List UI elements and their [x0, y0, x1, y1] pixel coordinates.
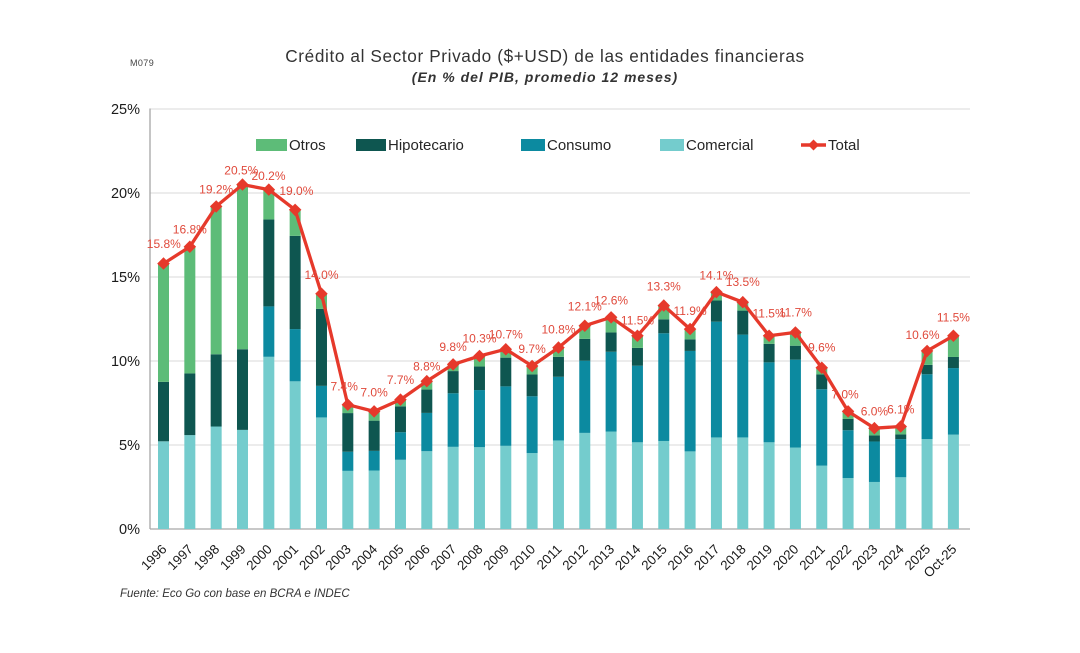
svg-text:12.1%: 12.1% — [568, 299, 602, 313]
svg-text:2000: 2000 — [243, 542, 275, 574]
svg-text:11.5%: 11.5% — [937, 311, 970, 325]
svg-text:Otros: Otros — [289, 137, 326, 154]
svg-text:Consumo: Consumo — [547, 137, 611, 154]
svg-text:1997: 1997 — [164, 542, 196, 574]
svg-text:2010: 2010 — [507, 542, 539, 574]
svg-text:Comercial: Comercial — [686, 137, 754, 154]
svg-text:20.2%: 20.2% — [251, 169, 285, 183]
svg-text:2017: 2017 — [691, 542, 723, 574]
svg-text:10.6%: 10.6% — [905, 328, 939, 342]
svg-text:2018: 2018 — [717, 542, 749, 574]
svg-text:2004: 2004 — [349, 542, 381, 574]
svg-text:19.2%: 19.2% — [199, 183, 233, 197]
svg-text:10.7%: 10.7% — [489, 327, 523, 341]
svg-text:9.7%: 9.7% — [518, 342, 546, 356]
svg-text:Hipotecario: Hipotecario — [388, 137, 464, 154]
svg-text:2021: 2021 — [796, 542, 828, 574]
svg-text:1999: 1999 — [217, 542, 249, 574]
svg-text:7.7%: 7.7% — [387, 373, 415, 387]
svg-text:2023: 2023 — [849, 542, 881, 574]
svg-text:14.0%: 14.0% — [304, 268, 338, 282]
svg-text:2007: 2007 — [428, 542, 460, 574]
svg-text:2002: 2002 — [296, 542, 328, 574]
svg-text:7.4%: 7.4% — [331, 380, 359, 394]
svg-text:10.3%: 10.3% — [462, 331, 496, 345]
svg-text:9.8%: 9.8% — [439, 340, 467, 354]
svg-text:0%: 0% — [119, 522, 140, 538]
svg-text:Total: Total — [828, 137, 860, 154]
svg-text:11.7%: 11.7% — [779, 306, 812, 320]
svg-text:2022: 2022 — [823, 542, 855, 574]
svg-text:2014: 2014 — [612, 542, 644, 574]
svg-text:7.0%: 7.0% — [360, 386, 388, 400]
svg-text:2019: 2019 — [744, 542, 776, 574]
svg-text:10.8%: 10.8% — [541, 322, 575, 336]
svg-text:2013: 2013 — [586, 542, 618, 574]
svg-text:20%: 20% — [111, 186, 140, 202]
svg-text:2020: 2020 — [770, 542, 802, 574]
svg-text:2008: 2008 — [454, 542, 486, 574]
svg-text:2009: 2009 — [480, 542, 512, 574]
svg-text:13.3%: 13.3% — [647, 279, 681, 293]
svg-text:11.5%: 11.5% — [621, 313, 654, 327]
svg-text:13.5%: 13.5% — [726, 275, 760, 289]
svg-text:12.6%: 12.6% — [594, 293, 628, 307]
svg-text:2006: 2006 — [401, 542, 433, 574]
svg-text:7.0%: 7.0% — [831, 388, 859, 402]
svg-text:2003: 2003 — [322, 542, 354, 574]
svg-text:9.6%: 9.6% — [808, 341, 836, 355]
svg-text:2012: 2012 — [559, 542, 591, 574]
svg-text:10%: 10% — [111, 354, 140, 370]
svg-text:11.5%: 11.5% — [753, 307, 786, 321]
svg-text:2005: 2005 — [375, 542, 407, 574]
svg-text:16.8%: 16.8% — [173, 223, 207, 237]
svg-text:11.9%: 11.9% — [674, 304, 707, 318]
svg-text:20.5%: 20.5% — [224, 164, 258, 178]
svg-text:1996: 1996 — [138, 542, 170, 574]
svg-text:25%: 25% — [111, 102, 140, 118]
svg-text:15%: 15% — [111, 270, 140, 286]
svg-text:8.8%: 8.8% — [413, 360, 441, 374]
svg-text:15.8%: 15.8% — [147, 237, 181, 251]
svg-text:2016: 2016 — [665, 542, 697, 574]
svg-text:19.0%: 19.0% — [279, 184, 313, 198]
svg-text:5%: 5% — [119, 438, 140, 454]
svg-text:14.1%: 14.1% — [699, 269, 733, 283]
svg-text:2024: 2024 — [875, 542, 907, 574]
svg-text:1998: 1998 — [191, 542, 223, 574]
svg-text:2001: 2001 — [270, 542, 302, 574]
svg-text:2015: 2015 — [638, 542, 670, 574]
svg-text:2011: 2011 — [534, 542, 565, 573]
svg-text:6.0%: 6.0% — [861, 405, 889, 419]
svg-text:6.1%: 6.1% — [887, 403, 915, 417]
